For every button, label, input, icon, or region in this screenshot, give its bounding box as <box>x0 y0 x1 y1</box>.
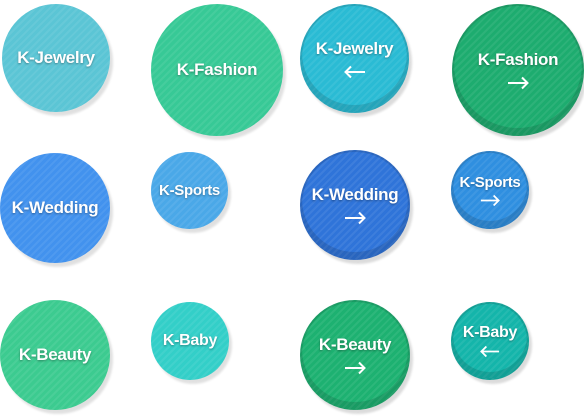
k-beauty-label: K-Beauty <box>18 345 92 364</box>
k-baby-hover-bubble[interactable]: K-Baby <box>451 302 529 380</box>
k-baby-label: K-Baby <box>462 324 518 341</box>
k-fashion-label: K-Fashion <box>176 60 258 79</box>
k-beauty-bubble[interactable]: K-Beauty <box>0 300 110 410</box>
k-jewelry-bubble[interactable]: K-Jewelry <box>2 4 110 112</box>
k-baby-label: K-Baby <box>162 332 218 349</box>
k-beauty-hover-bubble[interactable]: K-Beauty <box>300 300 410 410</box>
k-wedding-label: K-Wedding <box>311 185 399 204</box>
k-fashion-label: K-Fashion <box>477 50 559 69</box>
k-baby-bubble[interactable]: K-Baby <box>151 302 229 380</box>
k-sports-hover-bubble[interactable]: K-Sports <box>451 151 529 229</box>
k-sports-bubble[interactable]: K-Sports <box>151 152 228 229</box>
arrow-right-icon <box>344 361 366 375</box>
k-jewelry-label: K-Jewelry <box>315 38 394 58</box>
arrow-right-icon <box>480 194 500 207</box>
k-sports-label: K-Sports <box>459 173 521 191</box>
k-beauty-label: K-Beauty <box>318 335 392 354</box>
k-wedding-bubble[interactable]: K-Wedding <box>0 153 110 263</box>
k-jewelry-hover-bubble[interactable]: K-Jewelry <box>300 4 409 113</box>
k-fashion-hover-bubble[interactable]: K-Fashion <box>452 4 584 136</box>
k-wedding-hover-bubble[interactable]: K-Wedding <box>300 150 410 260</box>
arrow-right-icon <box>507 76 529 90</box>
k-fashion-bubble[interactable]: K-Fashion <box>151 4 283 136</box>
arrow-left-icon <box>480 345 500 358</box>
arrow-left-icon <box>343 65 366 79</box>
k-sports-label: K-Sports <box>159 182 220 199</box>
k-wedding-label: K-Wedding <box>11 198 99 217</box>
arrow-right-icon <box>344 211 366 225</box>
k-jewelry-label: K-Jewelry <box>17 48 95 67</box>
